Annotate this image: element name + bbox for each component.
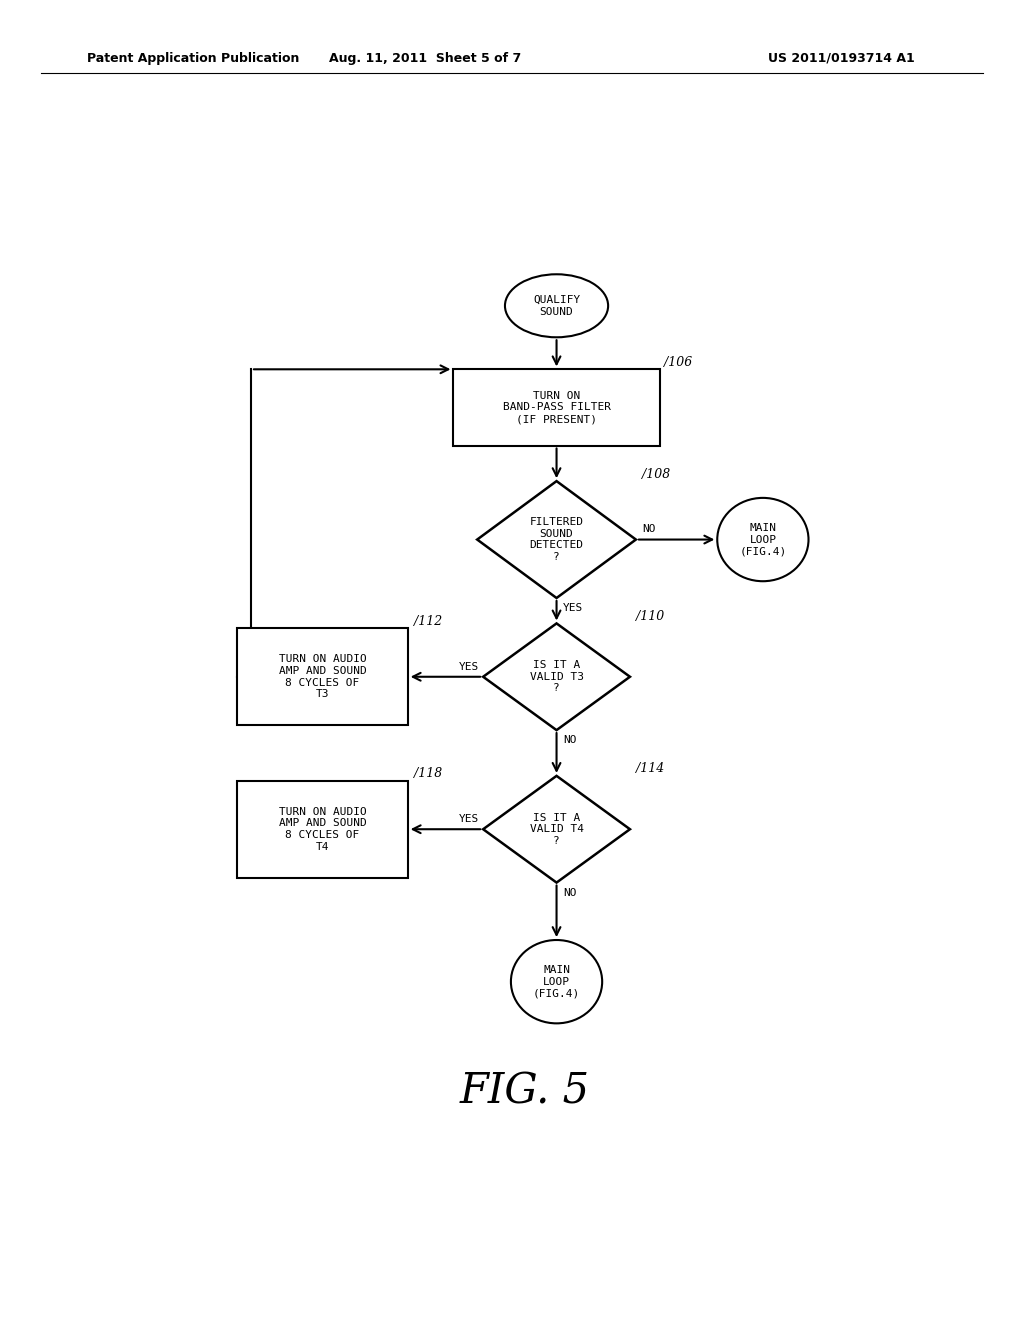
Text: TURN ON
BAND-PASS FILTER
(IF PRESENT): TURN ON BAND-PASS FILTER (IF PRESENT) [503, 391, 610, 424]
Text: /106: /106 [664, 356, 692, 368]
Text: NO: NO [563, 735, 577, 746]
Text: IS IT A
VALID T4
?: IS IT A VALID T4 ? [529, 813, 584, 846]
Text: NO: NO [642, 524, 655, 535]
FancyBboxPatch shape [238, 781, 408, 878]
Polygon shape [477, 480, 636, 598]
Text: QUALIFY
SOUND: QUALIFY SOUND [532, 294, 581, 317]
Text: FIG. 5: FIG. 5 [460, 1071, 590, 1113]
Text: /114: /114 [636, 763, 665, 775]
Text: FILTERED
SOUND
DETECTED
?: FILTERED SOUND DETECTED ? [529, 517, 584, 562]
Text: MAIN
LOOP
(FIG.4): MAIN LOOP (FIG.4) [739, 523, 786, 556]
Text: /108: /108 [642, 467, 671, 480]
FancyBboxPatch shape [454, 370, 659, 446]
Text: Aug. 11, 2011  Sheet 5 of 7: Aug. 11, 2011 Sheet 5 of 7 [329, 51, 521, 65]
Text: /112: /112 [414, 615, 442, 628]
Text: YES: YES [563, 603, 583, 612]
FancyBboxPatch shape [238, 628, 408, 725]
Text: TURN ON AUDIO
AMP AND SOUND
8 CYCLES OF
T4: TURN ON AUDIO AMP AND SOUND 8 CYCLES OF … [279, 807, 367, 851]
Text: IS IT A
VALID T3
?: IS IT A VALID T3 ? [529, 660, 584, 693]
Text: /118: /118 [414, 767, 442, 780]
Text: MAIN
LOOP
(FIG.4): MAIN LOOP (FIG.4) [532, 965, 581, 998]
Text: US 2011/0193714 A1: US 2011/0193714 A1 [768, 51, 914, 65]
Text: TURN ON AUDIO
AMP AND SOUND
8 CYCLES OF
T3: TURN ON AUDIO AMP AND SOUND 8 CYCLES OF … [279, 655, 367, 700]
Text: /110: /110 [636, 610, 665, 623]
Text: NO: NO [563, 887, 577, 898]
Text: YES: YES [459, 661, 479, 672]
Polygon shape [483, 623, 630, 730]
Text: YES: YES [459, 814, 479, 824]
Polygon shape [483, 776, 630, 883]
Text: Patent Application Publication: Patent Application Publication [87, 51, 299, 65]
